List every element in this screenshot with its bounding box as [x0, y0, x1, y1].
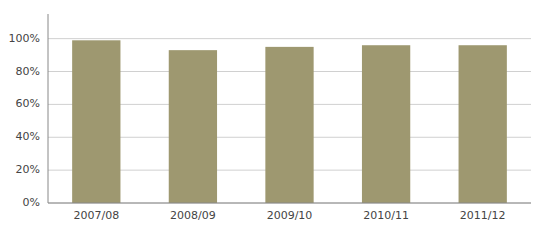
- y-tick-label: 100%: [9, 32, 40, 45]
- x-tick-label: 2011/12: [460, 209, 506, 222]
- bar: [459, 45, 507, 203]
- bar: [72, 40, 120, 203]
- y-tick-label: 20%: [16, 163, 40, 176]
- x-axis-line: [48, 203, 531, 204]
- y-tick-label: 60%: [16, 97, 40, 110]
- y-tick-label: 0%: [23, 196, 40, 209]
- chart-container: 0%20%40%60%80%100%2007/082008/092009/102…: [0, 0, 547, 233]
- x-tick-labels: 2007/08 2008/09 2009/10 2010/11 2011/12: [73, 209, 505, 222]
- grid-line: [48, 203, 531, 204]
- bar: [265, 47, 313, 203]
- grid-line: [48, 38, 531, 39]
- x-tick-label: 2008/09: [170, 209, 216, 222]
- y-grid: [48, 39, 531, 203]
- y-tick-label: 40%: [16, 130, 40, 143]
- x-tick-label: 2009/10: [267, 209, 313, 222]
- y-axis-line: [48, 14, 49, 203]
- y-tick-labels: 0% 20% 40% 60% 80% 100%: [9, 32, 40, 209]
- bars: [72, 40, 507, 203]
- y-tick-label: 80%: [16, 65, 40, 78]
- bar: [169, 50, 217, 203]
- x-tick-label: 2010/11: [363, 209, 409, 222]
- chart-svg: 0%20%40%60%80%100%2007/082008/092009/102…: [0, 0, 547, 233]
- x-tick-label: 2007/08: [73, 209, 119, 222]
- bar: [362, 45, 410, 203]
